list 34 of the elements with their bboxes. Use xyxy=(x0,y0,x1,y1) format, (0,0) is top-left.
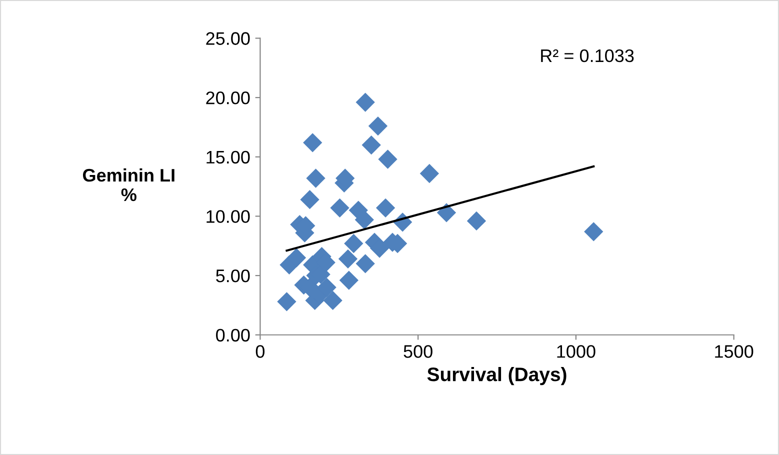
point xyxy=(356,92,375,112)
x-tick-label: 1500 xyxy=(715,345,754,358)
x-tick-label: 0 xyxy=(256,345,264,358)
point xyxy=(339,270,358,290)
y-tick-label: 20.00 xyxy=(206,91,250,104)
point xyxy=(300,190,320,210)
point xyxy=(317,278,336,297)
point xyxy=(368,116,388,136)
y-tick-label: 5.00 xyxy=(216,269,250,282)
point xyxy=(362,135,381,155)
y-tick-label: 0.00 xyxy=(216,328,250,342)
y-tick-label: 10.00 xyxy=(206,210,250,223)
point xyxy=(330,198,350,218)
annotation: R² = 0.1033 xyxy=(541,49,634,62)
y-tick-label: 25.00 xyxy=(206,32,250,45)
x-tick-label: 500 xyxy=(404,345,432,358)
point xyxy=(344,234,364,254)
point xyxy=(420,164,440,184)
point xyxy=(356,254,375,274)
point xyxy=(378,150,398,169)
point xyxy=(323,290,342,310)
y-axis-title: Geminin LI % xyxy=(82,168,174,202)
point xyxy=(466,211,486,231)
point xyxy=(584,222,604,242)
point xyxy=(286,248,306,268)
point xyxy=(277,292,296,312)
x-axis-title: Survival (Days) xyxy=(427,366,566,386)
x-tick-label: 1000 xyxy=(557,345,596,358)
point xyxy=(354,210,374,230)
point xyxy=(338,249,358,269)
point xyxy=(303,133,322,152)
y-tick-label: 15.00 xyxy=(206,150,250,164)
point xyxy=(376,198,396,218)
point xyxy=(306,168,326,188)
